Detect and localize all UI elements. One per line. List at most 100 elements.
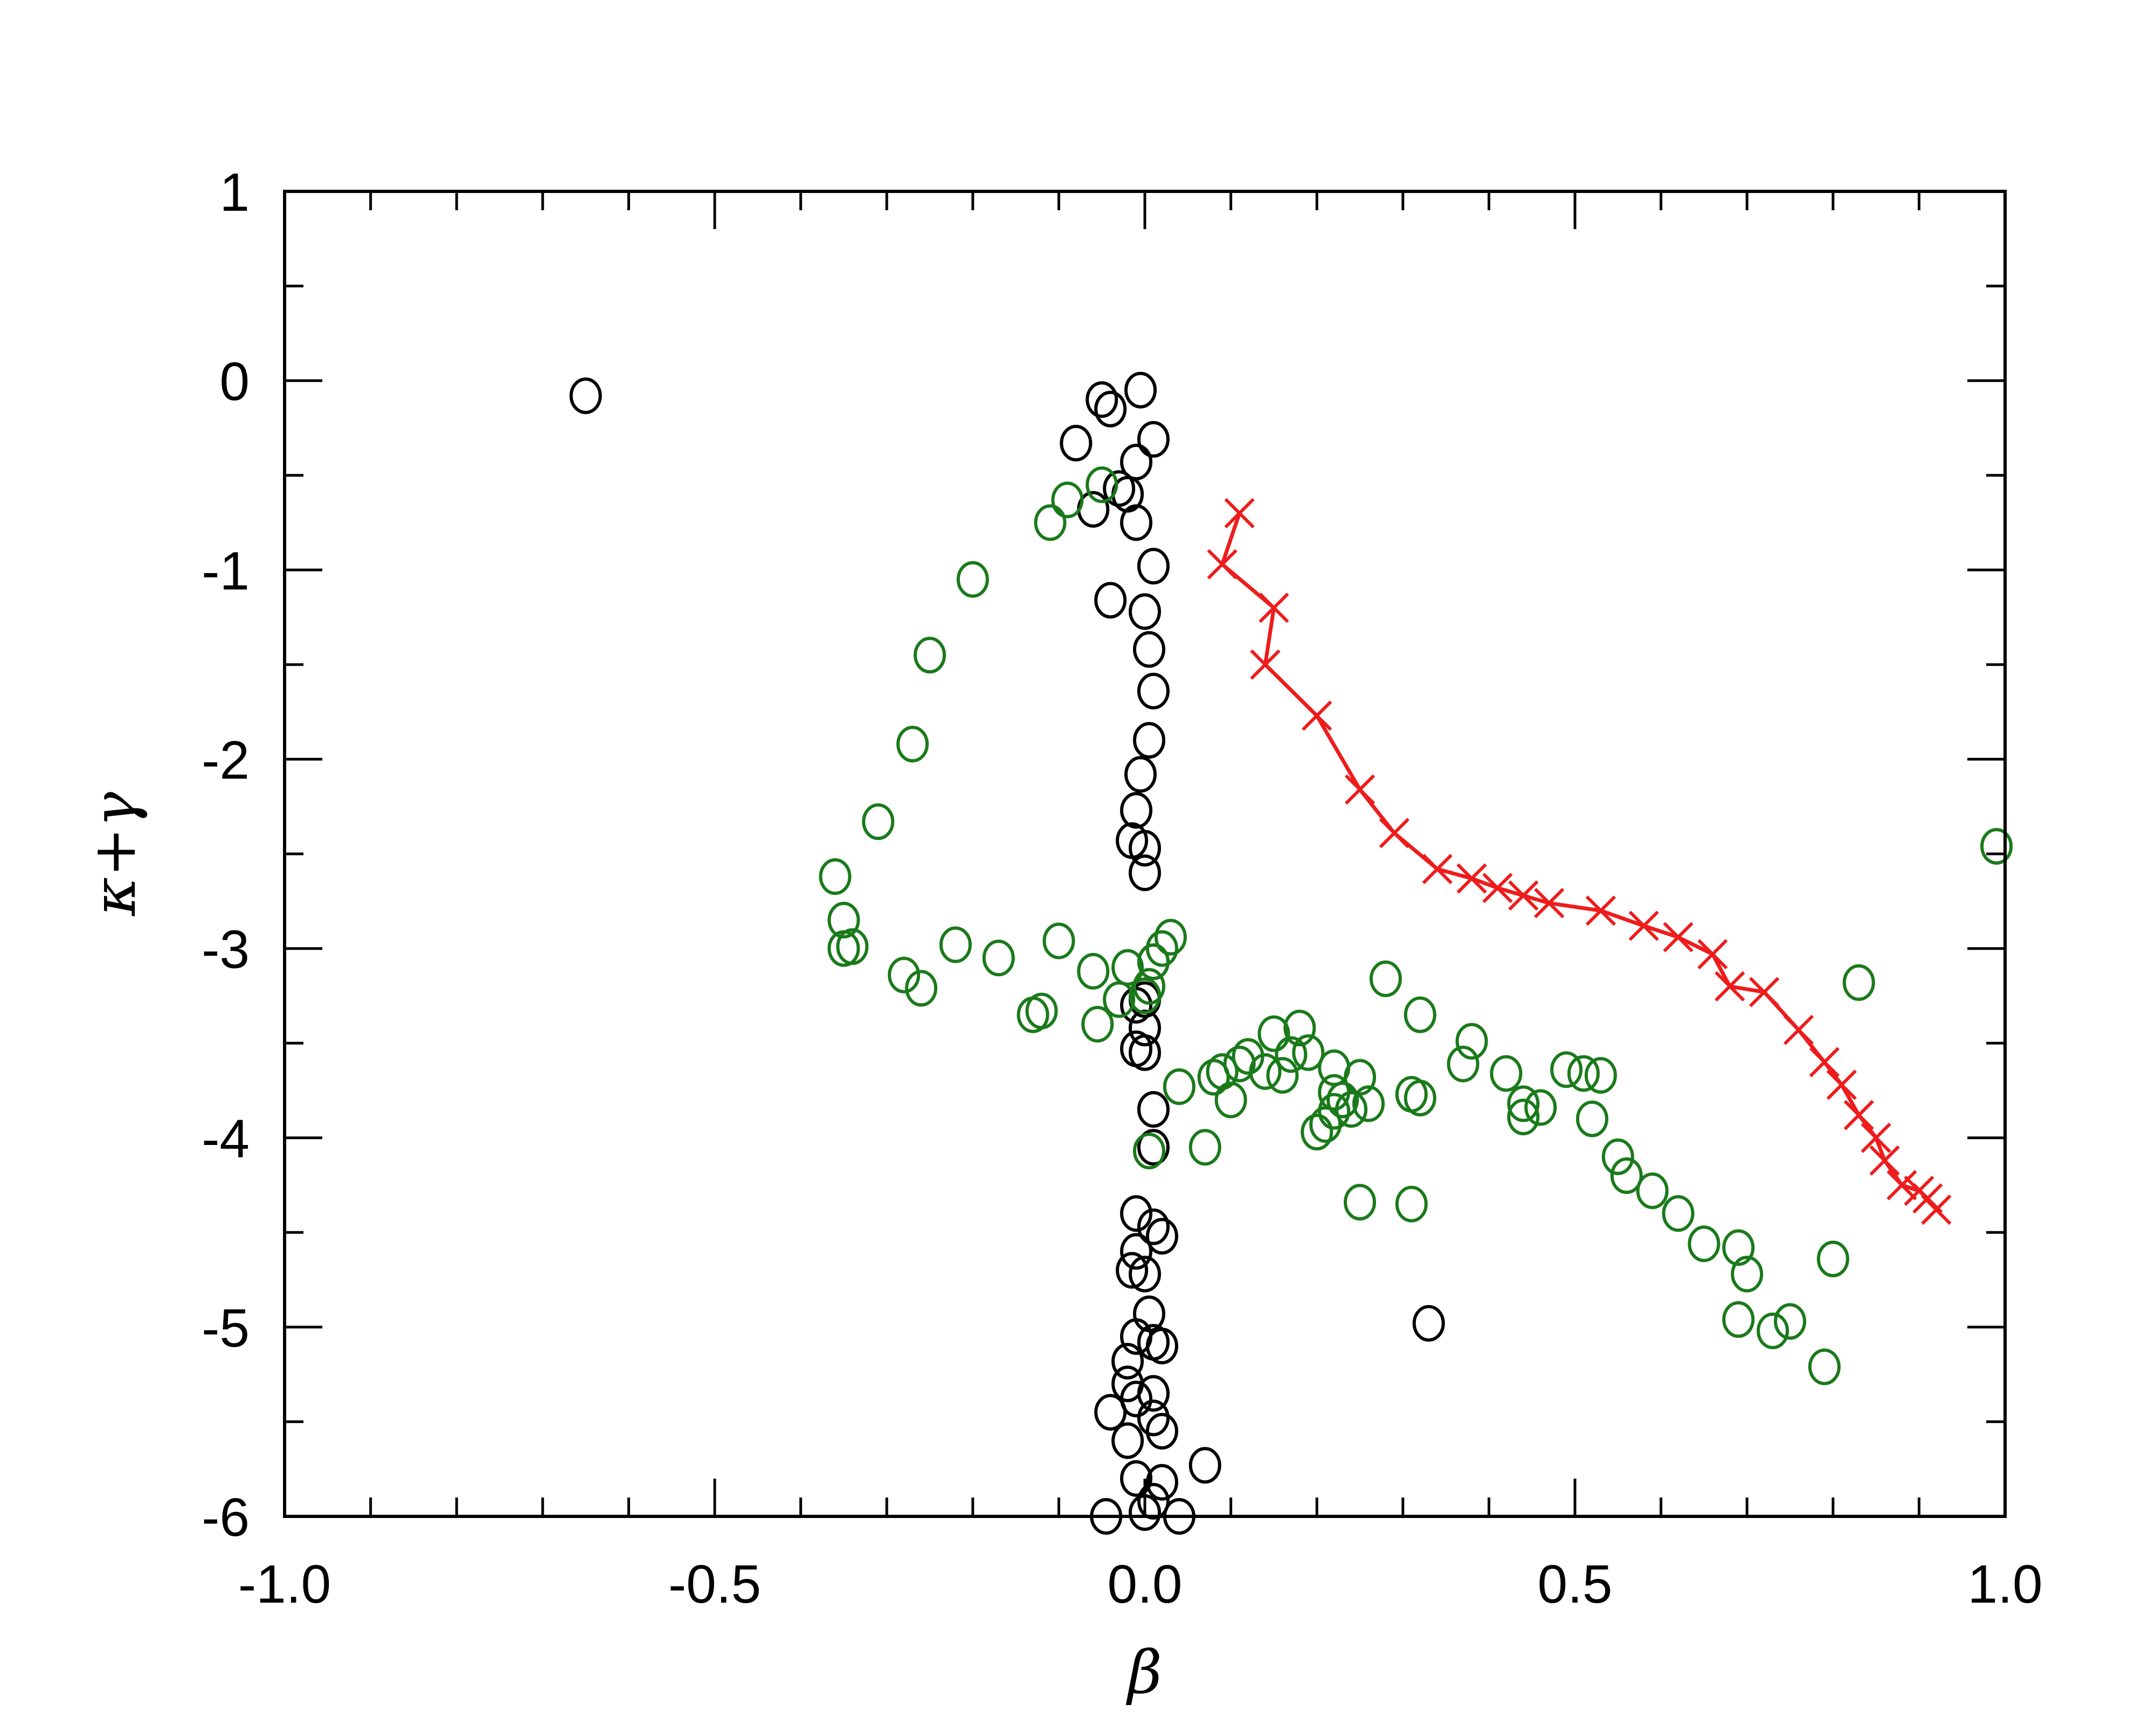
data-point [1722,1301,1755,1338]
data-point [1636,1172,1669,1210]
data-point [1722,1229,1755,1266]
data-point [1861,1122,1891,1153]
data-point [1259,592,1289,623]
data-point [1507,1085,1540,1122]
data-point [1352,1085,1385,1122]
data-point [1137,673,1170,710]
data-point [1335,1091,1368,1128]
data-point [1207,549,1238,579]
data-point [1025,992,1058,1030]
data-point [956,561,989,598]
data-point [1575,1100,1608,1137]
y-tick-label: 1 [219,162,250,223]
series-2 [1207,498,1952,1225]
data-point [905,970,938,1007]
data-point [1275,1036,1308,1073]
data-point [1132,722,1165,759]
data-point [1129,1255,1161,1293]
x-tick-label: 1.0 [1967,1554,2042,1614]
data-point [939,926,972,963]
data-point [1197,1059,1230,1096]
data-point [1749,977,1780,1008]
data-point [1188,1129,1221,1166]
plot-frame [283,190,2007,1518]
data-point [1103,470,1136,507]
axis-ticks: -1.0 -0.5 0.0 0.5 1.0 1 0 -1 -2 -3 -4 -5 -6 [202,162,2042,1614]
data-point [1137,1399,1170,1437]
y-tick-label: -4 [202,1109,250,1169]
y-tick-label: -1 [202,541,250,601]
data-point [1116,1252,1149,1289]
data-point [1124,371,1157,409]
data-point [1154,919,1187,956]
data-point [819,858,852,895]
data-point [1120,792,1153,829]
data-point [1077,953,1110,990]
data-point [1034,504,1067,541]
data-point [1455,1023,1488,1060]
data-point [1318,1074,1351,1111]
series-line [1220,512,1938,1211]
data-point [1550,1051,1583,1088]
data-point [1369,960,1402,997]
x-tick-label: -1.0 [238,1554,331,1614]
x-tick-label: -0.5 [668,1554,761,1614]
data-point [1292,1034,1325,1071]
data-point [1163,1068,1196,1105]
data-point [1086,466,1118,503]
data-point [1808,1348,1841,1385]
data-point [1697,939,1728,970]
y-tick-label: -2 [202,730,250,790]
data-point [569,377,602,415]
data-point [1843,1100,1874,1130]
y-tick-label: -6 [202,1487,250,1548]
data-point [888,956,921,993]
data-point [1120,1381,1153,1418]
series-0 [569,371,1445,1535]
data-point [1129,1034,1161,1071]
data-point [1302,700,1332,731]
data-point [1129,854,1161,892]
data-point [1663,922,1694,953]
data-point [1145,1218,1178,1255]
data-point [1757,1312,1789,1349]
data-point [1379,818,1409,848]
data-point [1111,1343,1144,1380]
data-point [1094,1393,1127,1431]
data-point [827,901,860,939]
data-point [1326,1081,1359,1119]
data-point [1120,1233,1153,1270]
y-axis-title: κ+γ [80,792,149,916]
data-point [1404,996,1436,1033]
data-point [1524,1089,1557,1126]
data-point [1051,481,1084,519]
data-point [1145,1464,1178,1501]
y-tick-label: 0 [219,351,250,412]
data-point [1137,1129,1170,1166]
data-point [1145,930,1178,967]
data-point [1869,1145,1900,1176]
data-point [1809,1047,1840,1078]
data-point [1111,949,1144,986]
data-point [1490,1055,1523,1092]
data-point [1980,827,2013,865]
data-point [1137,1208,1170,1245]
data-point [914,637,946,674]
data-point [1826,1070,1857,1100]
data-point [1081,1006,1114,1043]
data-point [1301,1114,1333,1151]
data-point [1715,971,1745,1002]
data-point [1318,1093,1351,1130]
data-point [1060,425,1093,462]
data-point [1283,1010,1316,1047]
data-point [1584,1057,1617,1094]
data-point [1137,420,1170,458]
data-point [1145,1327,1178,1364]
data-point [1094,582,1127,619]
data-point [1224,498,1255,529]
data-point [1094,390,1127,427]
data-point [1585,895,1616,926]
data-point [1887,1170,1917,1200]
data-point [1120,1460,1153,1497]
x-tick-label: 0.5 [1537,1554,1612,1614]
